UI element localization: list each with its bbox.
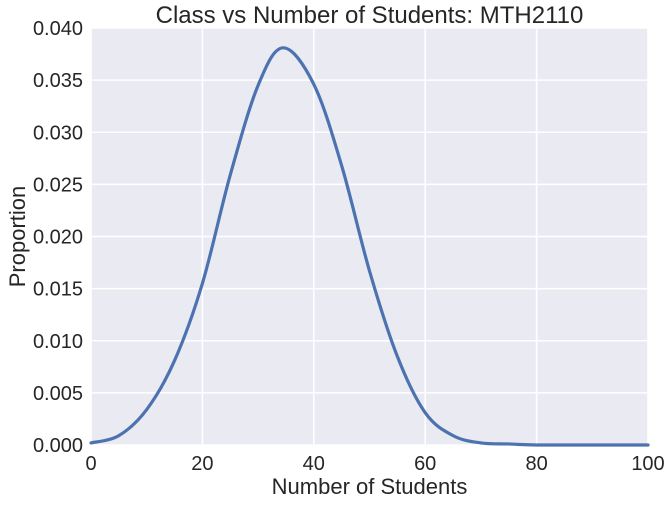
y-tick-label: 0.040	[33, 18, 83, 40]
chart-title: Class vs Number of Students: MTH2110	[156, 2, 584, 29]
y-axis-label: Proportion	[5, 186, 30, 288]
x-tick-label: 20	[191, 453, 213, 475]
y-tick-label: 0.005	[33, 383, 83, 405]
x-tick-label: 0	[85, 453, 96, 475]
x-axis-label: Number of Students	[272, 474, 468, 499]
y-tick-label: 0.020	[33, 227, 83, 249]
x-tick-label: 100	[631, 453, 664, 475]
series-line	[89, 46, 650, 447]
y-axis-ticks: 0.000 0.005 0.010 0.015 0.020 0.025 0.030 0.035…	[33, 18, 83, 457]
x-axis-ticks: 0 20 40 60 80 100	[85, 453, 664, 475]
y-tick-label: 0.010	[33, 331, 83, 353]
x-tick-label: 80	[525, 453, 547, 475]
x-tick-label: 60	[414, 453, 436, 475]
y-tick-label: 0.015	[33, 279, 83, 301]
y-tick-label: 0.000	[33, 435, 83, 457]
y-tick-label: 0.025	[33, 174, 83, 196]
series-layer	[89, 46, 650, 447]
y-tick-label: 0.035	[33, 70, 83, 92]
x-tick-label: 40	[303, 453, 325, 475]
y-tick-label: 0.030	[33, 122, 83, 144]
